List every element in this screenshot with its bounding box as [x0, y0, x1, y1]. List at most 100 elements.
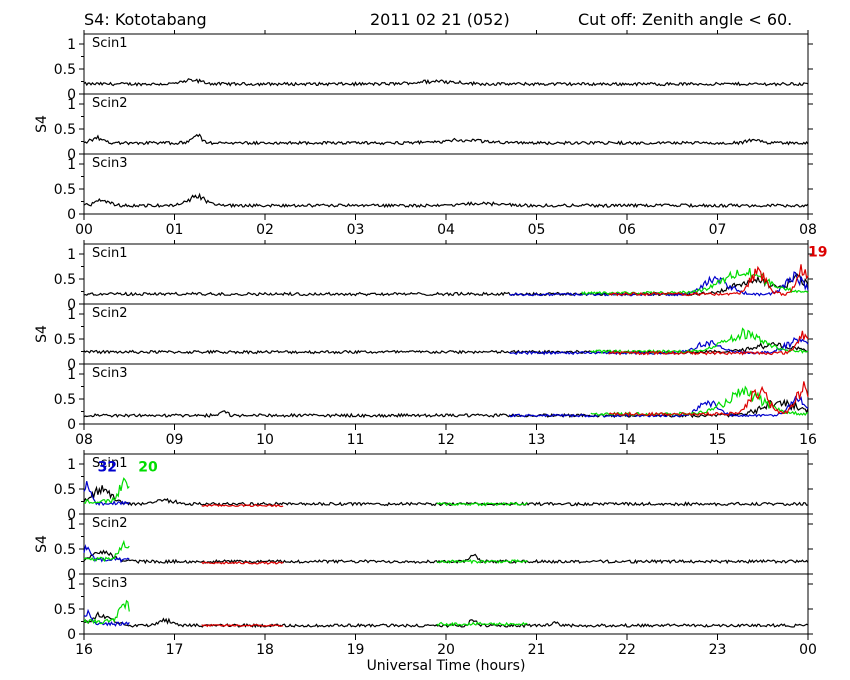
ytick-label-g2-p0-0: 0	[67, 507, 76, 523]
ytick-label-g0-p0-0: 0	[67, 87, 76, 103]
panel-label-g0-p1: Scin2	[92, 96, 128, 111]
ytick-label-g2-p1-1: 0.5	[54, 542, 76, 558]
ytick-label-g0-p0-2: 1	[67, 37, 76, 53]
series-line-g1-p1-s3	[608, 330, 809, 356]
ytick-label-g0-p1-1: 0.5	[54, 122, 76, 138]
series-line-g2-p2-s3	[436, 621, 528, 627]
series-line-g2-p0-s2	[83, 477, 130, 505]
ytick-label-g1-p0-0: 0	[67, 297, 76, 313]
xtick-label-g0-0: 00	[75, 222, 93, 238]
annotation-g2-1: 20	[138, 460, 158, 476]
panel-label-g1-p0: Scin1	[92, 246, 128, 261]
ytick-label-g2-p1-2: 1	[67, 517, 76, 533]
ytick-label-g1-p1-2: 1	[67, 307, 76, 323]
xtick-label-g0-2: 02	[256, 222, 274, 238]
xtick-label-g2-2: 18	[256, 642, 274, 658]
annotation-g2-0: 32	[98, 460, 117, 476]
xtick-label-g2-0: 16	[75, 642, 93, 658]
ylabel-g2: S4	[34, 535, 50, 553]
series-line-g1-p0-s2	[581, 267, 809, 296]
ytick-label-g0-p2-1: 0.5	[54, 182, 76, 198]
ytick-label-g2-p0-1: 0.5	[54, 482, 76, 498]
xtick-label-g0-4: 04	[437, 222, 455, 238]
series-line-g1-p0-s3	[608, 264, 809, 297]
x-axis-label: Universal Time (hours)	[367, 658, 526, 674]
xtick-label-g1-0: 08	[75, 432, 93, 448]
series-line-g0-p0-s0	[83, 78, 809, 87]
series-line-g2-p1-s0	[83, 549, 809, 565]
panel-frame-g0-p1	[83, 93, 809, 155]
date-title: 2011 02 21 (052)	[370, 10, 510, 29]
ytick-label-g0-p2-0: 0	[67, 207, 76, 223]
xtick-label-g2-1: 17	[166, 642, 184, 658]
series-line-g2-p2-s1	[83, 608, 130, 627]
series-line-g1-p0-s0	[83, 273, 809, 297]
xtick-label-g0-5: 05	[528, 222, 546, 238]
xtick-label-g1-7: 15	[709, 432, 727, 448]
ylabel-g1: S4	[34, 325, 50, 343]
series-line-g0-p2-s0	[83, 192, 809, 209]
xtick-label-g1-8: 16	[799, 432, 817, 448]
ytick-label-g1-p2-1: 0.5	[54, 392, 76, 408]
xtick-label-g0-8: 08	[799, 222, 817, 238]
station-title: S4: Kototabang	[84, 10, 207, 29]
ytick-label-g0-p2-2: 1	[67, 157, 76, 173]
ytick-label-g2-p2-0: 0	[67, 627, 76, 643]
series-line-g2-p1-s1	[83, 543, 130, 563]
xtick-label-g0-7: 07	[709, 222, 727, 238]
series-line-g0-p1-s0	[83, 133, 809, 146]
series-line-g2-p2-s2	[83, 599, 130, 625]
ytick-label-g0-p1-2: 1	[67, 97, 76, 113]
xtick-label-g0-1: 01	[166, 222, 184, 238]
series-line-g2-p0-s0	[83, 485, 809, 507]
xtick-label-g1-4: 12	[437, 432, 455, 448]
ytick-label-g2-p2-2: 1	[67, 577, 76, 593]
ytick-label-g2-p0-2: 1	[67, 457, 76, 473]
panel-label-g1-p1: Scin2	[92, 306, 128, 321]
xtick-label-g2-7: 23	[709, 642, 727, 658]
ytick-label-g1-p1-0: 0	[67, 357, 76, 373]
panel-frame-g2-p1	[83, 513, 809, 575]
ytick-label-g1-p0-2: 1	[67, 247, 76, 263]
panel-label-g0-p0: Scin1	[92, 36, 128, 51]
xtick-label-g1-1: 09	[166, 432, 184, 448]
xtick-label-g0-3: 03	[347, 222, 365, 238]
ytick-label-g1-p2-2: 1	[67, 367, 76, 383]
ylabel-g0: S4	[34, 115, 50, 133]
series-line-g1-p1-s2	[590, 327, 809, 355]
xtick-label-g2-8: 00	[799, 642, 817, 658]
annotation-g1-0: 19	[808, 245, 827, 261]
panel-label-g2-p1: Scin2	[92, 516, 128, 531]
panel-frame-g1-p1	[83, 303, 809, 365]
ytick-label-g0-p1-0: 0	[67, 147, 76, 163]
panel-label-g2-p2: Scin3	[92, 576, 128, 591]
series-line-g2-p0-s1	[83, 481, 130, 507]
series-line-g2-p1-s2	[83, 539, 130, 562]
xtick-label-g2-5: 21	[528, 642, 546, 658]
ytick-label-g0-p0-1: 0.5	[54, 62, 76, 78]
xtick-label-g1-5: 13	[528, 432, 546, 448]
panel-frame-g0-p0	[83, 33, 809, 95]
series-line-g2-p1-s3	[436, 558, 528, 565]
panel-label-g0-p2: Scin3	[92, 156, 128, 171]
xtick-label-g1-2: 10	[256, 432, 274, 448]
series-line-g2-p1-s4	[201, 561, 284, 565]
xtick-label-g1-3: 11	[347, 432, 365, 448]
panel-label-g1-p2: Scin3	[92, 366, 128, 381]
ytick-label-g1-p0-1: 0.5	[54, 272, 76, 288]
cutoff-title: Cut off: Zenith angle < 60.	[578, 10, 793, 29]
panel-label-g2-p0: Scin1	[92, 456, 128, 471]
series-line-g1-p2-s2	[590, 385, 808, 417]
ytick-label-g2-p2-1: 0.5	[54, 602, 76, 618]
series-line-g2-p0-s3	[436, 501, 528, 507]
xtick-label-g0-6: 06	[618, 222, 636, 238]
series-line-g1-p2-s3	[608, 381, 809, 417]
ytick-label-g1-p1-1: 0.5	[54, 332, 76, 348]
ytick-label-g1-p2-0: 0	[67, 417, 76, 433]
xtick-label-g1-6: 14	[618, 432, 636, 448]
series-line-g2-p2-s4	[201, 623, 284, 628]
xtick-label-g2-3: 19	[347, 642, 365, 658]
series-line-g2-p0-s4	[201, 503, 284, 508]
xtick-label-g2-6: 22	[618, 642, 636, 658]
